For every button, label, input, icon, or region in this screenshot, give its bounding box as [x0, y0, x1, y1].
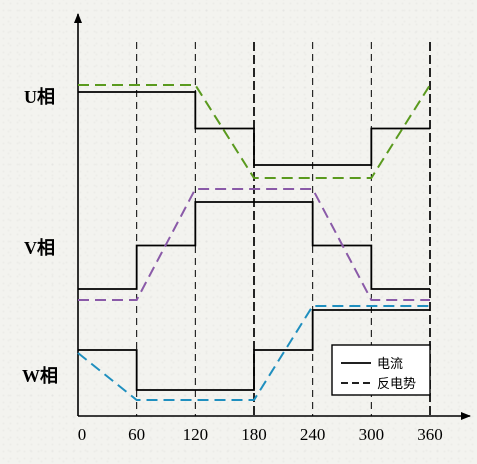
x-tick-label-0: 0: [78, 425, 87, 444]
tick-layer: 0 60 120 180 240 300 360: [78, 425, 443, 444]
back-emf-line-u: [78, 84, 431, 179]
back-emf-line-v: [78, 188, 430, 301]
legend-backemf-label: 反电势: [377, 376, 416, 392]
back-emf-line-w: [77, 305, 430, 401]
current-line-v: [78, 201, 430, 290]
x-tick-label-360: 360: [417, 425, 443, 444]
current-line-u: [78, 91, 430, 166]
legend-box: [331, 344, 431, 396]
phase-label-v: V相: [24, 238, 55, 258]
phase-label-w: W相: [22, 366, 58, 386]
x-tick-label-120: 120: [183, 425, 209, 444]
x-tick-label-60: 60: [128, 425, 145, 444]
x-tick-label-180: 180: [241, 425, 267, 444]
x-tick-label-240: 240: [300, 425, 326, 444]
x-tick-label-300: 300: [359, 425, 385, 444]
current-line-w: [78, 309, 430, 391]
legend-current-label: 电流: [377, 357, 403, 372]
series-layer: [77, 84, 431, 401]
legend: 电流 反电势: [331, 344, 431, 396]
phase-label-u: U相: [24, 87, 55, 107]
